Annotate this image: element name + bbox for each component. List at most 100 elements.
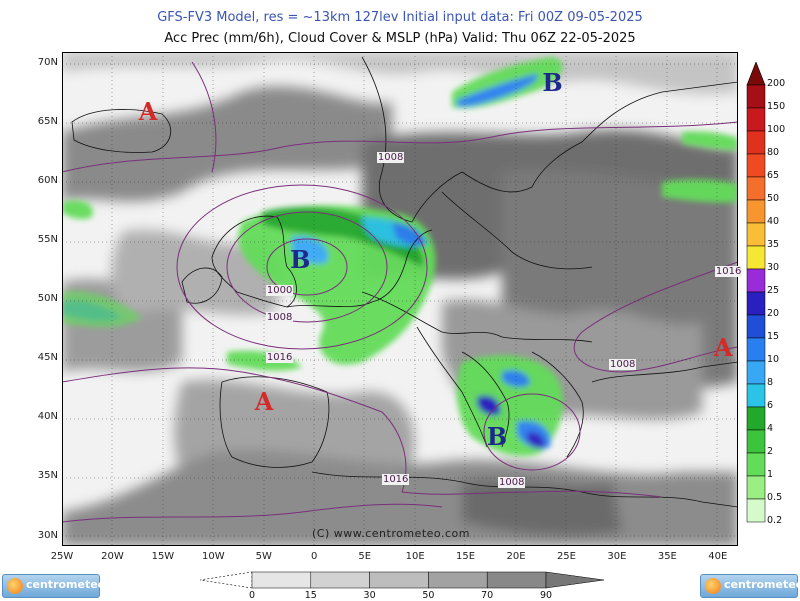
precip-colorbar-swatch [746, 383, 766, 408]
isobar-label: 1016 [381, 473, 410, 485]
lon-label: 35E [657, 551, 677, 562]
cloud-cover-layer [62, 52, 738, 546]
credit-text: (C) www.centrometeo.com [312, 527, 470, 540]
precip-colorbar-label: 100 [767, 124, 786, 135]
high-pressure-label: A [254, 386, 274, 416]
precip-colorbar-swatch [746, 199, 766, 224]
sun-icon [705, 578, 721, 594]
isobar-label: 1008 [265, 311, 294, 323]
logo-text: centrometeo [26, 578, 106, 591]
lon-label: 15W [151, 551, 175, 562]
precip-colorbar-label: 15 [767, 331, 780, 342]
lon-label: 10W [202, 551, 225, 562]
cloud-colorbar-label: 90 [539, 590, 553, 601]
lon-label: 40E [708, 551, 728, 562]
precip-colorbar-label: 65 [767, 170, 780, 181]
precip-colorbar-label: 1 [767, 469, 774, 480]
precip-colorbar-swatch [746, 498, 766, 523]
isobar-label: 1008 [376, 152, 405, 164]
precip-colorbar-swatch [746, 176, 766, 201]
logo-text: centrometeo [724, 578, 800, 591]
precip-colorbar-swatch [746, 130, 766, 155]
centrometeo-logo-left[interactable]: centrometeo [2, 574, 105, 598]
precip-colorbar-label: 150 [767, 101, 786, 112]
cloud-colorbar-arrow-right [545, 571, 605, 589]
lat-label: 40N [37, 411, 58, 423]
precip-colorbar-swatch [746, 107, 766, 132]
cloud-colorbar-swatch [251, 571, 312, 589]
lat-label: 50N [37, 293, 58, 305]
precip-colorbar-swatch [746, 360, 766, 385]
cloud-colorbar-swatch [486, 571, 547, 589]
weather-map [62, 52, 738, 546]
isobar-label: 1008 [608, 359, 637, 371]
lon-label: 25E [556, 551, 576, 562]
cloud-colorbar-label: 50 [422, 590, 435, 601]
precip-colorbar-label: 50 [767, 193, 780, 204]
lon-label: 5E [358, 551, 372, 562]
lon-label: 30E [607, 551, 627, 562]
lat-label: 55N [37, 234, 58, 246]
lon-label: 20E [506, 551, 526, 562]
precip-colorbar-label: 0.2 [767, 515, 783, 526]
lat-label: 45N [37, 352, 58, 364]
cloud-colorbar-swatch [310, 571, 370, 589]
lat-label: 60N [37, 175, 58, 186]
lat-label: 65N [37, 115, 58, 127]
low-pressure-label: B [486, 422, 508, 452]
low-pressure-label: B [290, 244, 311, 274]
precip-colorbar-swatch [746, 452, 766, 477]
precip-colorbar-swatch [746, 406, 766, 431]
cloud-colorbar-swatch [428, 571, 488, 589]
precip-colorbar [746, 62, 766, 523]
isobar-label: 1016 [265, 352, 294, 364]
precip-colorbar-label: 4 [767, 423, 774, 434]
isobar-label: 1000 [265, 284, 294, 296]
precip-colorbar-swatch [746, 153, 766, 178]
precip-colorbar-swatch [746, 84, 766, 109]
lon-label: 5W [255, 551, 272, 562]
high-pressure-label: A [713, 333, 733, 363]
centrometeo-logo-right[interactable]: centrometeo [700, 574, 800, 598]
high-pressure-label: A [138, 97, 158, 127]
precip-colorbar-swatch [746, 245, 766, 270]
precip-colorbar-swatch [746, 314, 766, 339]
isobar-label: 1016 [714, 265, 743, 277]
precip-colorbar-label: 40 [767, 216, 780, 227]
precip-colorbar-label: 30 [767, 262, 780, 273]
lat-label: 30N [37, 529, 58, 541]
precip-colorbar-label: 25 [767, 285, 780, 296]
cloud-colorbar-label: 70 [481, 590, 494, 601]
cloud-colorbar-label: 0 [248, 590, 256, 601]
precip-colorbar-label: 0.5 [767, 492, 783, 503]
precip-colorbar-swatch [746, 475, 766, 500]
precip-colorbar-label: 6 [767, 400, 774, 411]
graticule [62, 52, 738, 546]
lon-label: 25W [50, 551, 74, 562]
precip-colorbar-label: 8 [767, 377, 774, 388]
cloud-cover-colorbar [200, 571, 605, 589]
precip-colorbar-swatch [746, 337, 766, 362]
header-title-fields: Acc Prec (mm/6h), Cloud Cover & MSLP (hP… [164, 31, 636, 46]
precip-colorbar-label: 80 [767, 147, 780, 158]
precip-colorbar-swatch [746, 291, 766, 316]
cloud-colorbar-swatch [369, 571, 429, 589]
lon-label: 10E [405, 551, 425, 562]
lon-label: 0 [311, 551, 318, 562]
sun-icon [7, 578, 23, 594]
precip-colorbar-label: 2 [767, 446, 774, 457]
precip-colorbar-swatch [746, 429, 766, 454]
precip-colorbar-label: 10 [767, 354, 780, 365]
lat-label: 70N [37, 56, 58, 68]
precip-colorbar-label: 35 [767, 239, 780, 250]
precip-colorbar-arrow [746, 62, 766, 86]
cloud-colorbar-arrow-left [200, 571, 253, 589]
precip-colorbar-label: 20 [767, 308, 780, 319]
precip-colorbar-label: 200 [767, 78, 786, 89]
lat-label: 35N [37, 470, 58, 482]
header-title-model: GFS-FV3 Model, res = ~13km 127lev Initia… [157, 10, 643, 25]
precip-colorbar-swatch [746, 222, 766, 247]
low-pressure-label: B [542, 67, 563, 97]
lon-label: 20W [101, 551, 124, 562]
precip-colorbar-swatch [746, 268, 766, 293]
